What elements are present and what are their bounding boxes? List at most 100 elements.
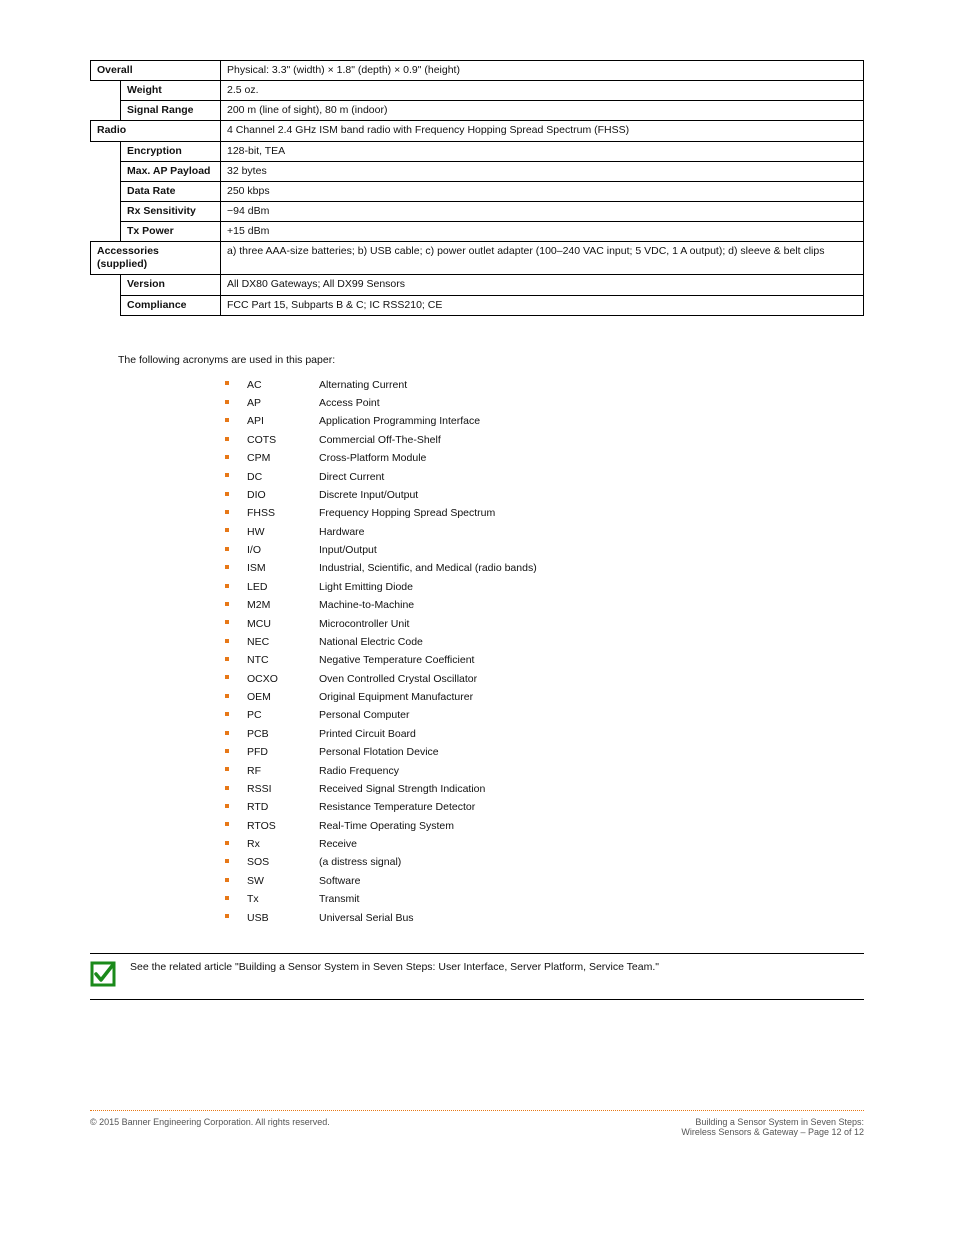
indent-cell <box>91 81 121 101</box>
checkbox-icon <box>90 960 116 991</box>
list-item: RFRadio Frequency <box>225 762 864 780</box>
acronym-def: Personal Flotation Device <box>319 746 439 758</box>
acronym-abbr: NEC <box>247 633 319 651</box>
indent-cell <box>91 295 121 315</box>
sub-label: Weight <box>121 81 221 101</box>
acronym-abbr: M2M <box>247 596 319 614</box>
acronym-abbr: Tx <box>247 890 319 908</box>
acronym-def: Frequency Hopping Spread Spectrum <box>319 507 495 519</box>
acronym-def: Access Point <box>319 397 380 409</box>
cell-value: FCC Part 15, Subparts B & C; IC RSS210; … <box>221 295 864 315</box>
acronym-abbr: LED <box>247 578 319 596</box>
acronym-abbr: SOS <box>247 853 319 871</box>
acronym-abbr: HW <box>247 523 319 541</box>
acronym-def: Direct Current <box>319 471 384 483</box>
cell-value: +15 dBm <box>221 222 864 242</box>
spec-table: Overall Physical: 3.3" (width) × 1.8" (d… <box>90 60 864 316</box>
cell-value: 2.5 oz. <box>221 81 864 101</box>
list-item: COTSCommercial Off-The-Shelf <box>225 431 864 449</box>
table-row: Rx Sensitivity −94 dBm <box>91 201 864 221</box>
acronym-def: Universal Serial Bus <box>319 912 414 924</box>
acronym-def: Receive <box>319 838 357 850</box>
acronym-abbr: AP <box>247 394 319 412</box>
acronym-abbr: I/O <box>247 541 319 559</box>
list-item: SOS(a distress signal) <box>225 853 864 871</box>
list-item: MCUMicrocontroller Unit <box>225 615 864 633</box>
acronym-def: Oven Controlled Crystal Oscillator <box>319 673 477 685</box>
acronyms-section: The following acronyms are used in this … <box>90 354 864 927</box>
list-item: PCBPrinted Circuit Board <box>225 725 864 743</box>
table-row: Weight 2.5 oz. <box>91 81 864 101</box>
acronym-def: Cross-Platform Module <box>319 452 426 464</box>
cell-value: 32 bytes <box>221 161 864 181</box>
sub-label: Tx Power <box>121 222 221 242</box>
group-label: Overall <box>91 61 221 81</box>
acronym-abbr: FHSS <box>247 504 319 522</box>
cell-value: 250 kbps <box>221 181 864 201</box>
acronym-abbr: RSSI <box>247 780 319 798</box>
cell-value: a) three AAA-size batteries; b) USB cabl… <box>221 242 864 275</box>
acronym-abbr: USB <box>247 909 319 927</box>
cell-value: Physical: 3.3" (width) × 1.8" (depth) × … <box>221 61 864 81</box>
acronym-abbr: ISM <box>247 559 319 577</box>
acronym-def: Alternating Current <box>319 379 407 391</box>
group-label: Radio <box>91 121 221 141</box>
spec-table-body: Overall Physical: 3.3" (width) × 1.8" (d… <box>91 61 864 316</box>
list-item: LEDLight Emitting Diode <box>225 578 864 596</box>
list-item: NECNational Electric Code <box>225 633 864 651</box>
acronym-def: Microcontroller Unit <box>319 618 409 630</box>
list-item: APIApplication Programming Interface <box>225 412 864 430</box>
acronym-abbr: RTOS <box>247 817 319 835</box>
sub-label: Data Rate <box>121 181 221 201</box>
indent-cell <box>91 201 121 221</box>
list-item: RxReceive <box>225 835 864 853</box>
cell-value: 128-bit, TEA <box>221 141 864 161</box>
list-item: APAccess Point <box>225 394 864 412</box>
acronym-def: Software <box>319 875 360 887</box>
list-item: RTOSReal-Time Operating System <box>225 817 864 835</box>
acronym-def: (a distress signal) <box>319 856 401 868</box>
acronym-def: Commercial Off-The-Shelf <box>319 434 441 446</box>
acronym-abbr: NTC <box>247 651 319 669</box>
list-item: M2MMachine-to-Machine <box>225 596 864 614</box>
list-item: OCXOOven Controlled Crystal Oscillator <box>225 670 864 688</box>
indent-cell <box>91 222 121 242</box>
acronym-abbr: DIO <box>247 486 319 504</box>
list-item: ACAlternating Current <box>225 376 864 394</box>
table-row: Data Rate 250 kbps <box>91 181 864 201</box>
acronym-def: Input/Output <box>319 544 377 556</box>
acronyms-intro: The following acronyms are used in this … <box>90 354 864 366</box>
footer-left: © 2015 Banner Engineering Corporation. A… <box>90 1117 330 1137</box>
acronym-abbr: API <box>247 412 319 430</box>
acronym-def: Resistance Temperature Detector <box>319 801 475 813</box>
acronym-abbr: MCU <box>247 615 319 633</box>
table-row: Signal Range 200 m (line of sight), 80 m… <box>91 101 864 121</box>
footer-right: Building a Sensor System in Seven Steps:… <box>681 1117 864 1137</box>
acronym-def: Industrial, Scientific, and Medical (rad… <box>319 562 537 574</box>
list-item: ISMIndustrial, Scientific, and Medical (… <box>225 559 864 577</box>
page-footer: © 2015 Banner Engineering Corporation. A… <box>90 1110 864 1137</box>
sub-label: Version <box>121 275 221 295</box>
acronym-abbr: SW <box>247 872 319 890</box>
acronym-abbr: PFD <box>247 743 319 761</box>
acronym-def: Original Equipment Manufacturer <box>319 691 473 703</box>
acronym-def: Radio Frequency <box>319 765 399 777</box>
indent-cell <box>91 275 121 295</box>
acronym-def: Light Emitting Diode <box>319 581 413 593</box>
list-item: RTDResistance Temperature Detector <box>225 798 864 816</box>
sub-label: Max. AP Payload <box>121 161 221 181</box>
list-item: USBUniversal Serial Bus <box>225 909 864 927</box>
indent-cell <box>91 101 121 121</box>
table-row: Radio 4 Channel 2.4 GHz ISM band radio w… <box>91 121 864 141</box>
table-row: Accessories (supplied) a) three AAA-size… <box>91 242 864 275</box>
sub-label: Encryption <box>121 141 221 161</box>
table-row: Compliance FCC Part 15, Subparts B & C; … <box>91 295 864 315</box>
acronym-def: Real-Time Operating System <box>319 820 454 832</box>
acronym-abbr: OCXO <box>247 670 319 688</box>
cell-value: 4 Channel 2.4 GHz ISM band radio with Fr… <box>221 121 864 141</box>
list-item: DCDirect Current <box>225 468 864 486</box>
acronym-abbr: AC <box>247 376 319 394</box>
list-item: NTCNegative Temperature Coefficient <box>225 651 864 669</box>
acronym-def: Negative Temperature Coefficient <box>319 654 474 666</box>
list-item: RSSIReceived Signal Strength Indication <box>225 780 864 798</box>
